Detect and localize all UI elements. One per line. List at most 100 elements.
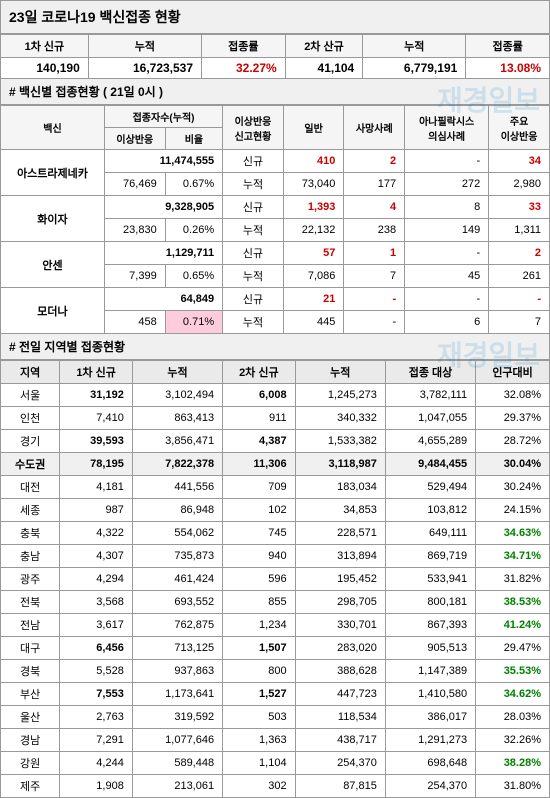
region-second-new: 4,387 <box>223 430 295 453</box>
region-second-cum: 283,020 <box>295 637 385 660</box>
region-name: 경기 <box>1 430 60 453</box>
second-rate: 13.08% <box>466 58 550 79</box>
cum-ana: 272 <box>405 173 489 196</box>
col-vaccine: 백신 <box>1 106 105 150</box>
cum-death: 238 <box>344 219 405 242</box>
region-second-new: 1,527 <box>223 683 295 706</box>
cum-general: 73,040 <box>283 173 344 196</box>
region-second-new: 1,104 <box>223 752 295 775</box>
region-pop: 29.37% <box>476 407 550 430</box>
cum-major: 7 <box>489 311 550 334</box>
region-first-cum: 441,556 <box>132 476 222 499</box>
region-first-cum: 461,424 <box>132 568 222 591</box>
vaccine-name: 아스트라제네카 <box>1 150 105 196</box>
new-general: 1,393 <box>283 196 344 219</box>
region-target: 698,648 <box>385 752 475 775</box>
region-first-new: 1,908 <box>60 775 132 798</box>
region-second-new: 596 <box>223 568 295 591</box>
region-second-cum: 254,370 <box>295 752 385 775</box>
region-target: 649,111 <box>385 522 475 545</box>
new-death: 4 <box>344 196 405 219</box>
region-first-cum: 319,592 <box>132 706 222 729</box>
row-cum-label: 누적 <box>223 265 284 288</box>
cum-ana: 45 <box>405 265 489 288</box>
region-target: 800,181 <box>385 591 475 614</box>
region-second-cum: 447,723 <box>295 683 385 706</box>
col-second-rate: 접종률 <box>466 35 550 58</box>
col-first-cum: 누적 <box>88 35 201 58</box>
region-second-cum: 340,332 <box>295 407 385 430</box>
region-second-cum: 1,245,273 <box>295 384 385 407</box>
region-target: 386,017 <box>385 706 475 729</box>
region-target: 254,370 <box>385 775 475 798</box>
region-pop: 35.53% <box>476 660 550 683</box>
region-target: 1,410,580 <box>385 683 475 706</box>
vaccine-adverse: 23,830 <box>104 219 165 242</box>
region-first-cum: 762,875 <box>132 614 222 637</box>
first-rate: 32.27% <box>202 58 286 79</box>
region-target: 3,782,111 <box>385 384 475 407</box>
region-name: 경북 <box>1 660 60 683</box>
col-first-new: 1차 신규 <box>1 35 89 58</box>
cum-general: 445 <box>283 311 344 334</box>
region-first-cum: 86,948 <box>132 499 222 522</box>
region-pop: 31.82% <box>476 568 550 591</box>
new-ana: - <box>405 288 489 311</box>
region-col: 인구대비 <box>476 361 550 384</box>
vaccine-ratio: 0.26% <box>165 219 222 242</box>
region-pop: 38.53% <box>476 591 550 614</box>
region-target: 1,147,389 <box>385 660 475 683</box>
row-new-label: 신규 <box>223 242 284 265</box>
region-first-cum: 3,856,471 <box>132 430 222 453</box>
region-second-cum: 1,533,382 <box>295 430 385 453</box>
vaccine-ratio: 0.67% <box>165 173 222 196</box>
region-first-cum: 7,822,378 <box>132 453 222 476</box>
region-second-new: 6,008 <box>223 384 295 407</box>
col-report: 이상반응 신고현황 <box>223 106 284 150</box>
region-col: 누적 <box>132 361 222 384</box>
region-name: 서울 <box>1 384 60 407</box>
region-second-new: 503 <box>223 706 295 729</box>
region-second-cum: 3,118,987 <box>295 453 385 476</box>
vaccine-total: 9,328,905 <box>104 196 222 219</box>
region-first-cum: 213,061 <box>132 775 222 798</box>
region-first-cum: 735,873 <box>132 545 222 568</box>
region-first-cum: 554,062 <box>132 522 222 545</box>
row-new-label: 신규 <box>223 150 284 173</box>
row-new-label: 신규 <box>223 288 284 311</box>
region-col: 2차 신규 <box>223 361 295 384</box>
cum-major: 2,980 <box>489 173 550 196</box>
region-pop: 34.62% <box>476 683 550 706</box>
vaccine-total: 1,129,711 <box>104 242 222 265</box>
region-second-new: 1,363 <box>223 729 295 752</box>
first-new: 140,190 <box>1 58 89 79</box>
region-first-cum: 3,102,494 <box>132 384 222 407</box>
cum-death: 7 <box>344 265 405 288</box>
second-cum: 6,779,191 <box>363 58 466 79</box>
region-first-new: 5,528 <box>60 660 132 683</box>
region-second-new: 745 <box>223 522 295 545</box>
col-major: 주요 이상반응 <box>489 106 550 150</box>
vaccine-table: 백신 접종자수(누적) 이상반응 신고현황 일반 사망사례 아나필락시스 의심사… <box>0 105 550 334</box>
region-first-cum: 1,077,646 <box>132 729 222 752</box>
vaccine-total: 11,474,555 <box>104 150 222 173</box>
region-col: 1차 신규 <box>60 361 132 384</box>
region-pop: 34.71% <box>476 545 550 568</box>
region-name: 수도권 <box>1 453 60 476</box>
region-first-new: 78,195 <box>60 453 132 476</box>
region-table: 지역1차 신규누적2차 신규누적접종 대상인구대비 서울 31,192 3,10… <box>0 360 550 798</box>
region-name: 충북 <box>1 522 60 545</box>
region-second-new: 709 <box>223 476 295 499</box>
region-name: 제주 <box>1 775 60 798</box>
region-name: 강원 <box>1 752 60 775</box>
region-col: 누적 <box>295 361 385 384</box>
region-second-new: 302 <box>223 775 295 798</box>
new-major: 34 <box>489 150 550 173</box>
region-target: 1,291,273 <box>385 729 475 752</box>
region-pop: 28.72% <box>476 430 550 453</box>
region-target: 1,047,055 <box>385 407 475 430</box>
region-target: 529,494 <box>385 476 475 499</box>
col-first-rate: 접종률 <box>202 35 286 58</box>
region-section-title: # 전일 지역별 접종현황 <box>0 334 550 360</box>
vaccine-name: 화이자 <box>1 196 105 242</box>
